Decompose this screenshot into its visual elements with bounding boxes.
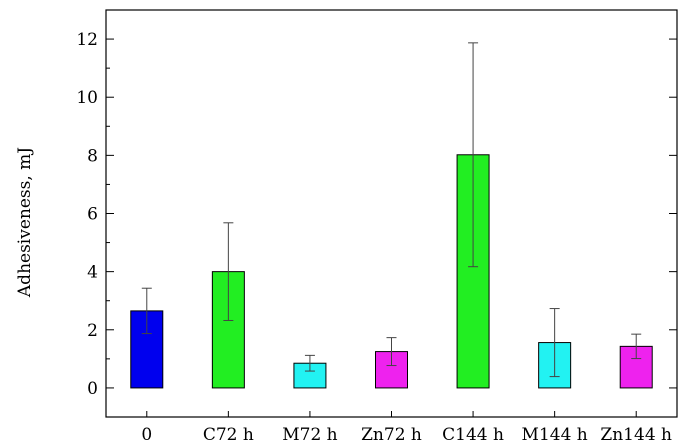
x-ticks-group: 0 C72 h M72 h Zn72 h C144 h M144 h Zn144 h	[141, 411, 672, 445]
x-tick-label: Zn72 h	[361, 425, 422, 445]
x-tick-label: C72 h	[203, 425, 254, 445]
y-tick-label: 8	[87, 146, 98, 166]
bar	[375, 351, 408, 389]
x-tick-label: Zn144 h	[600, 425, 672, 445]
x-tick-label: M72 h	[282, 425, 337, 445]
plot-frame	[105, 9, 678, 418]
x-tick-label: 0	[141, 425, 152, 445]
x-tick-label: M144 h	[522, 425, 588, 445]
y-ticks-group: 0 2 4 6 8 10 12	[76, 9, 677, 418]
error-bars-group	[141, 42, 642, 378]
bar	[456, 154, 490, 389]
y-axis-title-group: Adhesiveness, mJ	[15, 147, 35, 298]
x-tick-label: C144 h	[442, 425, 504, 445]
y-tick-label: 12	[76, 30, 98, 50]
y-tick-label: 4	[87, 263, 98, 283]
y-axis-title: Adhesiveness, mJ	[15, 147, 35, 298]
y-tick-label: 10	[76, 88, 98, 108]
y-tick-label: 0	[87, 379, 98, 399]
y-tick-label: 2	[87, 321, 98, 341]
y-tick-label: 6	[87, 205, 98, 225]
